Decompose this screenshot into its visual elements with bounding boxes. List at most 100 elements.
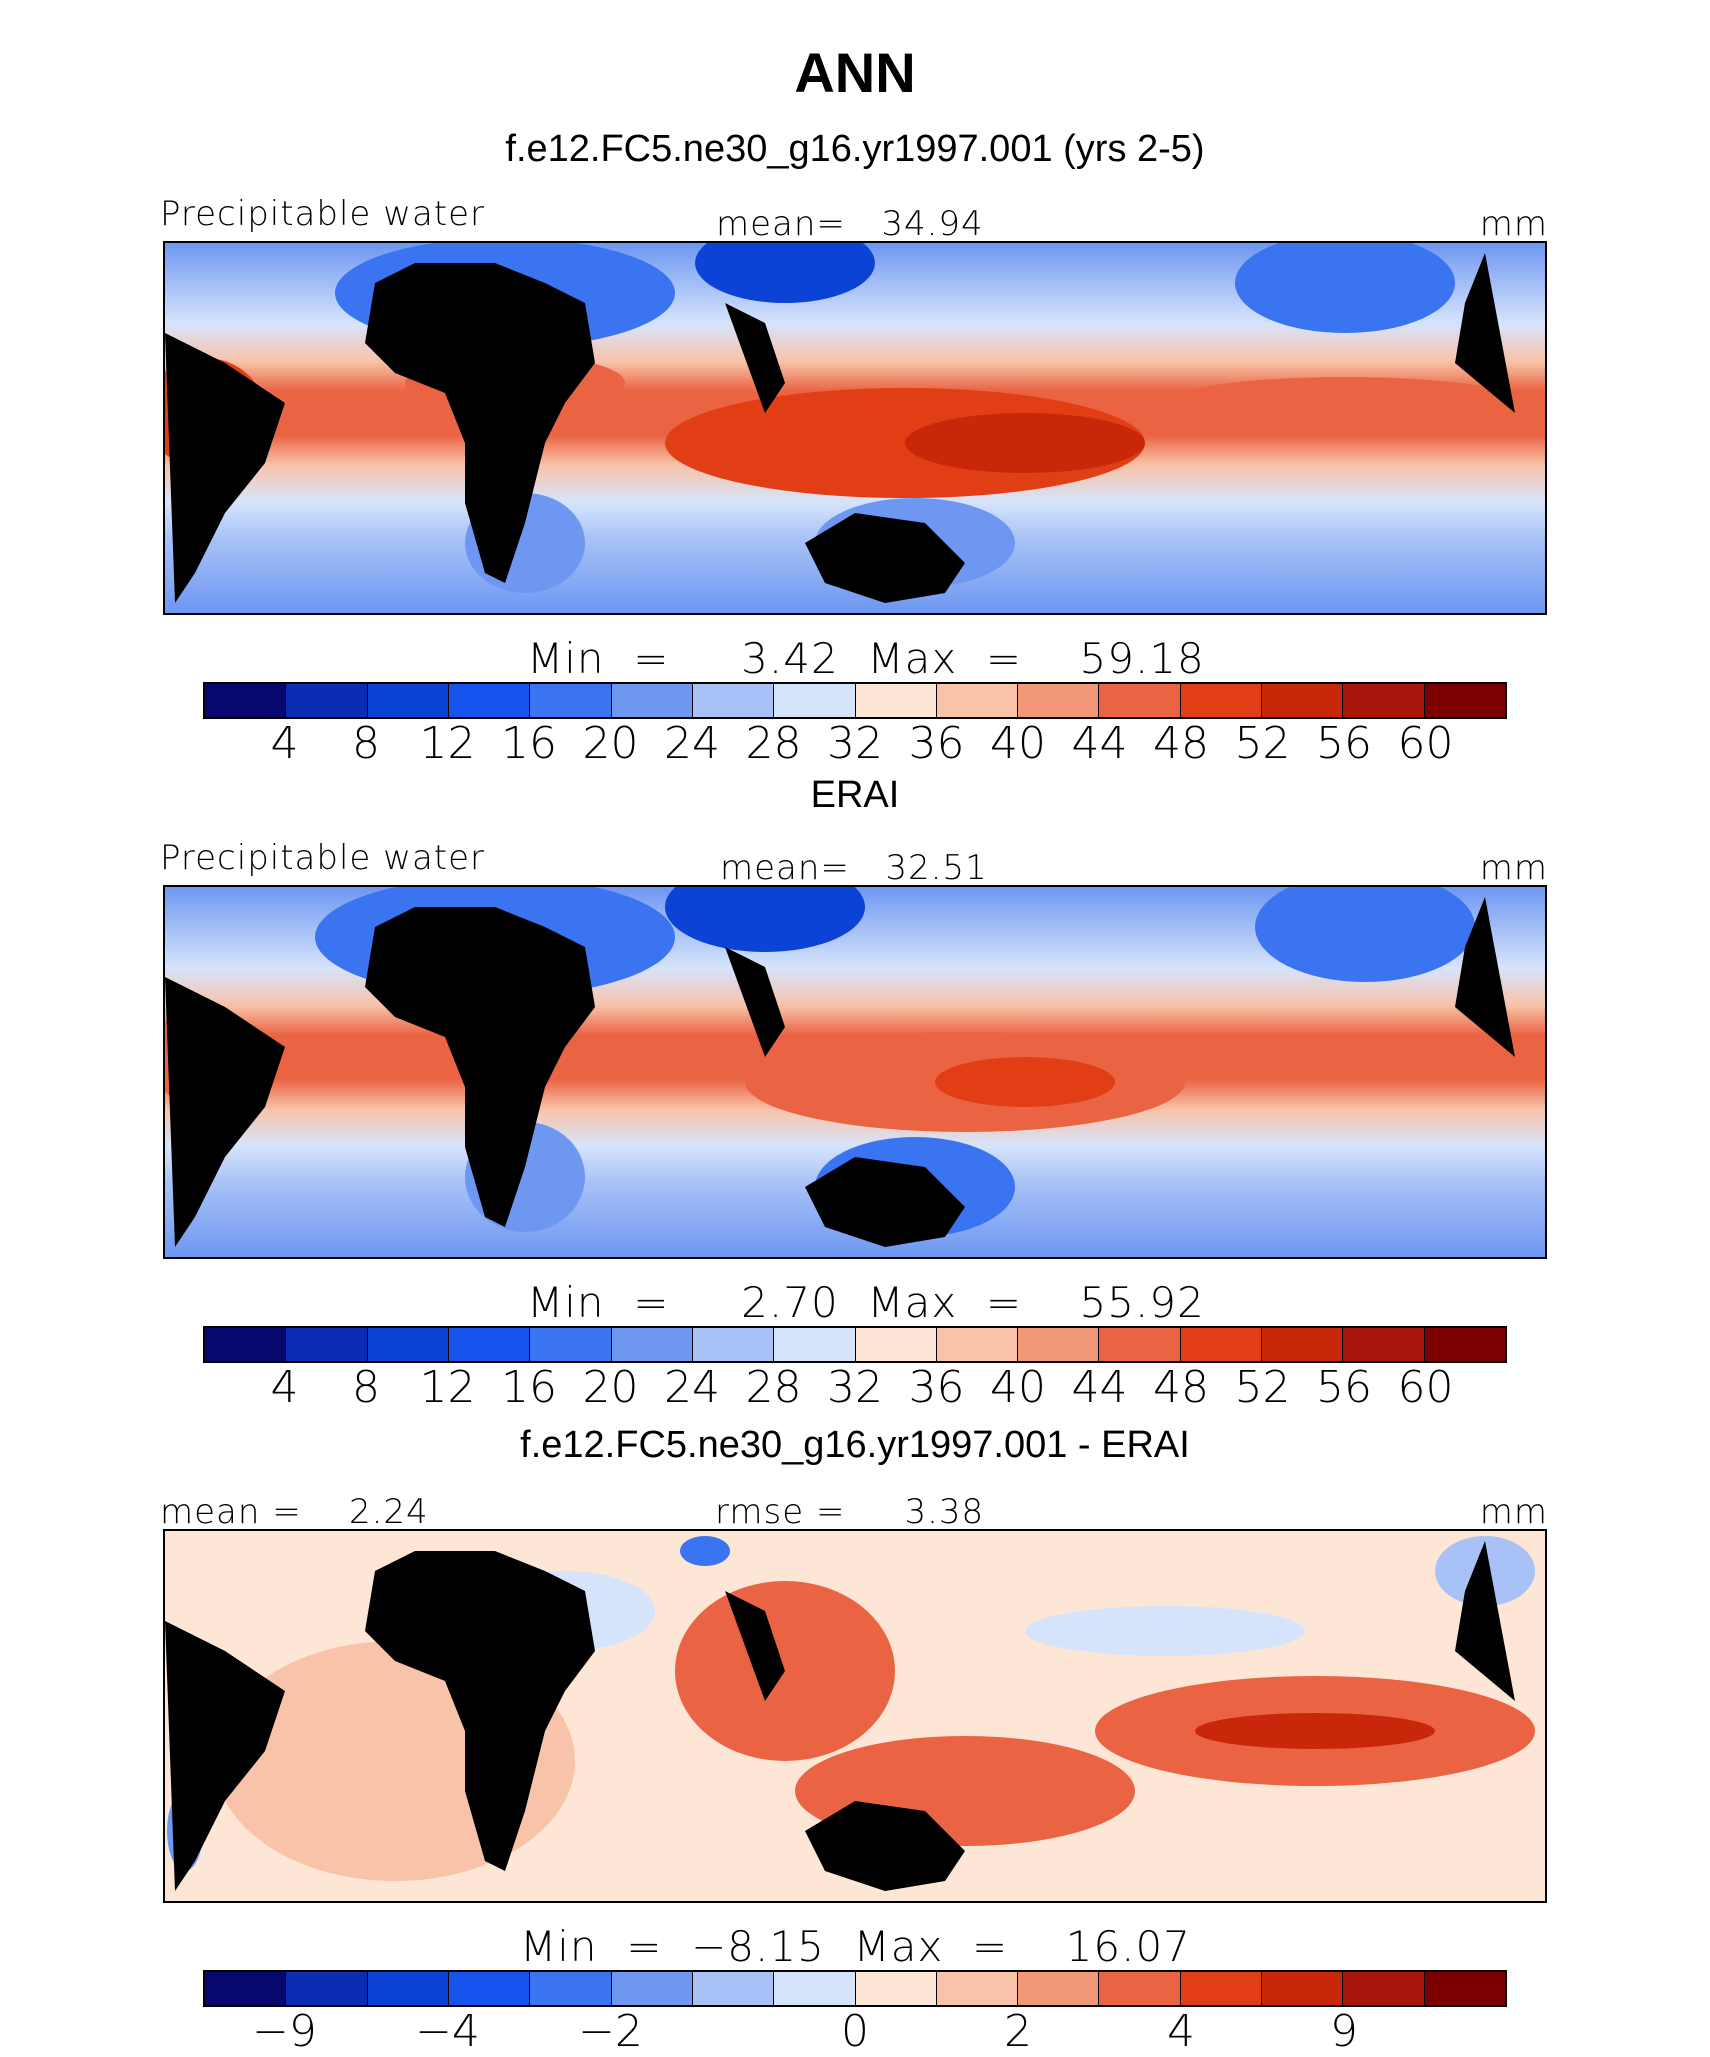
panel-2-colorbar-swatch — [1262, 1328, 1344, 1361]
panel-3-colorbar-tick-label: 2 — [1004, 2006, 1032, 2057]
panel-1-colorbar-tick-label: 24 — [664, 718, 720, 769]
panel-2-colorbar-tick-label: 56 — [1316, 1362, 1372, 1413]
panel-3-colorbar-swatch — [1262, 1972, 1344, 2005]
panel-1-colorbar-tick-label: 36 — [908, 718, 965, 769]
panel-1-colorbar-swatch — [855, 684, 937, 717]
panel-3-colorbar-swatch — [1099, 1972, 1181, 2005]
panel-3-map-svg — [165, 1531, 1545, 1901]
panel-2-colorbar-ticks: 4 8 12 16 20 24 28 32 36 40 44 48 52 56 60 — [203, 1362, 1507, 1413]
panel-1-colorbar-tick-label: 44 — [1071, 718, 1128, 769]
panel-1-colorbar-tick-label: 12 — [419, 718, 476, 769]
panel-2-colorbar-swatch — [205, 1328, 287, 1361]
panel-1-colorbar-swatch — [1424, 684, 1505, 717]
panel-2-units-label: mm — [1479, 848, 1548, 888]
panel-2-namerica-dry — [1255, 887, 1475, 982]
panel-2-colorbar-swatch — [1343, 1328, 1425, 1361]
panel-3-colorbar-swatch — [692, 1972, 775, 2005]
panel-1-colorbar-tick-label: 16 — [501, 718, 557, 769]
panel-2-tibet-dry — [665, 887, 865, 952]
panel-1-colorbar-tick-label: 60 — [1397, 718, 1454, 769]
panel-2-colorbar — [203, 1326, 1507, 1363]
panel-1-colorbar-swatch — [692, 684, 775, 717]
panel-2-colorbar-swatch — [774, 1328, 856, 1361]
panel-3-colorbar-swatch — [286, 1972, 368, 2005]
panel-1-colorbar-tick-label: 20 — [582, 718, 639, 769]
panel-2-colorbar-tick-label: 16 — [501, 1362, 557, 1413]
panel-1-colorbar-tick-label: 4 — [270, 718, 299, 769]
panel-2-map-svg — [165, 887, 1545, 1257]
panel-1-title: f.e12.FC5.ne30_g16.yr1997.001 (yrs 2-5) — [505, 128, 1205, 170]
panel-2-variable-label: Precipitable water — [160, 838, 486, 878]
panel-3-colorbar-swatch — [448, 1972, 531, 2005]
panel-3-units-label: mm — [1479, 1492, 1548, 1532]
panel-1-namerica-dry — [1235, 243, 1455, 333]
panel-1-colorbar-tick-label: 8 — [352, 718, 380, 769]
panel-3-pacific-neg — [1025, 1606, 1305, 1656]
panel-1-colorbar-swatch — [286, 684, 368, 717]
panel-1-min-max: Min = 3.42 Max = 59.18 — [527, 634, 1205, 683]
panel-3-colorbar-swatch — [936, 1972, 1019, 2005]
panel-3-title: f.e12.FC5.ne30_g16.yr1997.001 - ERAI — [520, 1424, 1190, 1466]
panel-3-colorbar-swatch — [1180, 1972, 1263, 2005]
panel-3-colorbar-swatch — [611, 1972, 693, 2005]
panel-3-colorbar-tick-label: −9 — [252, 2006, 317, 2057]
panel-1-colorbar-swatch — [611, 684, 693, 717]
panel-1-variable-label: Precipitable water — [160, 194, 486, 234]
panel-2-colorbar-tick-label: 8 — [352, 1362, 380, 1413]
panel-2-warm-pool-core — [935, 1057, 1115, 1107]
panel-2-colorbar-swatch — [530, 1328, 612, 1361]
panel-2-colorbar-swatch — [448, 1328, 531, 1361]
panel-1-coastlines — [165, 253, 1515, 603]
panel-2-min-max: Min = 2.70 Max = 55.92 — [527, 1278, 1205, 1327]
panel-2-colorbar-swatch — [1099, 1328, 1181, 1361]
panel-3-mean-label: mean = 2.24 — [160, 1492, 429, 1532]
panel-2-colorbar-tick-label: 48 — [1153, 1362, 1209, 1413]
panel-3-rmse-label: rmse = 3.38 — [715, 1492, 985, 1532]
panel-3-colorbar-tick-label: 9 — [1330, 2006, 1358, 2057]
panel-1-colorbar-swatch — [1018, 684, 1100, 717]
panel-1-colorbar-tick-label: 32 — [827, 718, 883, 769]
panel-1-tibet-dry — [695, 243, 875, 303]
panel-1-colorbar-tick-label: 48 — [1153, 718, 1209, 769]
panel-3-colorbar-swatch — [855, 1972, 937, 2005]
panel-2-colorbar-tick-label: 12 — [419, 1362, 476, 1413]
panel-1-colorbar-tick-label: 40 — [990, 718, 1046, 769]
panel-2-colorbar-tick-label: 52 — [1234, 1362, 1291, 1413]
panel-2-colorbar-tick-label: 40 — [990, 1362, 1046, 1413]
panel-1-colorbar-tick-label: 28 — [745, 718, 802, 769]
panel-3-tibet-neg — [680, 1536, 730, 1566]
panel-3-pacific-core — [1195, 1713, 1435, 1749]
panel-2-map — [163, 885, 1547, 1259]
panel-1-colorbar-swatch — [1262, 684, 1344, 717]
panel-1-colorbar-swatch — [1343, 684, 1425, 717]
panel-1-colorbar-swatch — [1099, 684, 1181, 717]
panel-3-colorbar-swatch — [367, 1972, 449, 2005]
panel-2-colorbar-tick-label: 44 — [1071, 1362, 1128, 1413]
panel-2-colorbar-swatch — [286, 1328, 368, 1361]
panel-2-colorbar-tick-label: 32 — [827, 1362, 883, 1413]
panel-2-colorbar-swatch — [936, 1328, 1019, 1361]
panel-3-colorbar-swatch — [1018, 1972, 1100, 2005]
panel-2-coastlines — [165, 897, 1515, 1247]
panel-1-warm-pool-core — [905, 413, 1145, 473]
panel-1-colorbar-tick-label: 56 — [1316, 718, 1372, 769]
figure-title: ANN — [794, 41, 916, 104]
panel-2-colorbar-tick-label: 24 — [664, 1362, 720, 1413]
panel-1-mean-label: mean= 34.94 — [716, 204, 984, 244]
panel-1-colorbar — [203, 682, 1507, 719]
panel-1-colorbar-swatch — [530, 684, 612, 717]
panel-2-colorbar-tick-label: 36 — [908, 1362, 965, 1413]
panel-2-colorbar-swatch — [611, 1328, 693, 1361]
panel-1-units-label: mm — [1479, 204, 1548, 244]
panel-2-colorbar-swatch — [1180, 1328, 1263, 1361]
panel-3-colorbar-ticks: −9 −4 −2 0 2 4 9 — [203, 2006, 1507, 2057]
panel-2-colorbar-swatch — [367, 1328, 449, 1361]
panel-1-colorbar-tick-label: 52 — [1234, 718, 1291, 769]
panel-1-colorbar-swatch — [774, 684, 856, 717]
panel-3-coastlines — [165, 1541, 1515, 1891]
panel-3-colorbar-tick-label: −4 — [415, 2006, 480, 2057]
panel-1-map-svg — [165, 243, 1545, 613]
panel-3-colorbar-swatch — [1343, 1972, 1425, 2005]
panel-1-colorbar-swatch — [367, 684, 449, 717]
panel-1-map — [163, 241, 1547, 615]
